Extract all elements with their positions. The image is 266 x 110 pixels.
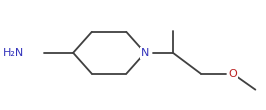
Text: N: N	[141, 48, 149, 58]
Text: H₂N: H₂N	[3, 48, 24, 58]
Text: O: O	[228, 69, 237, 79]
